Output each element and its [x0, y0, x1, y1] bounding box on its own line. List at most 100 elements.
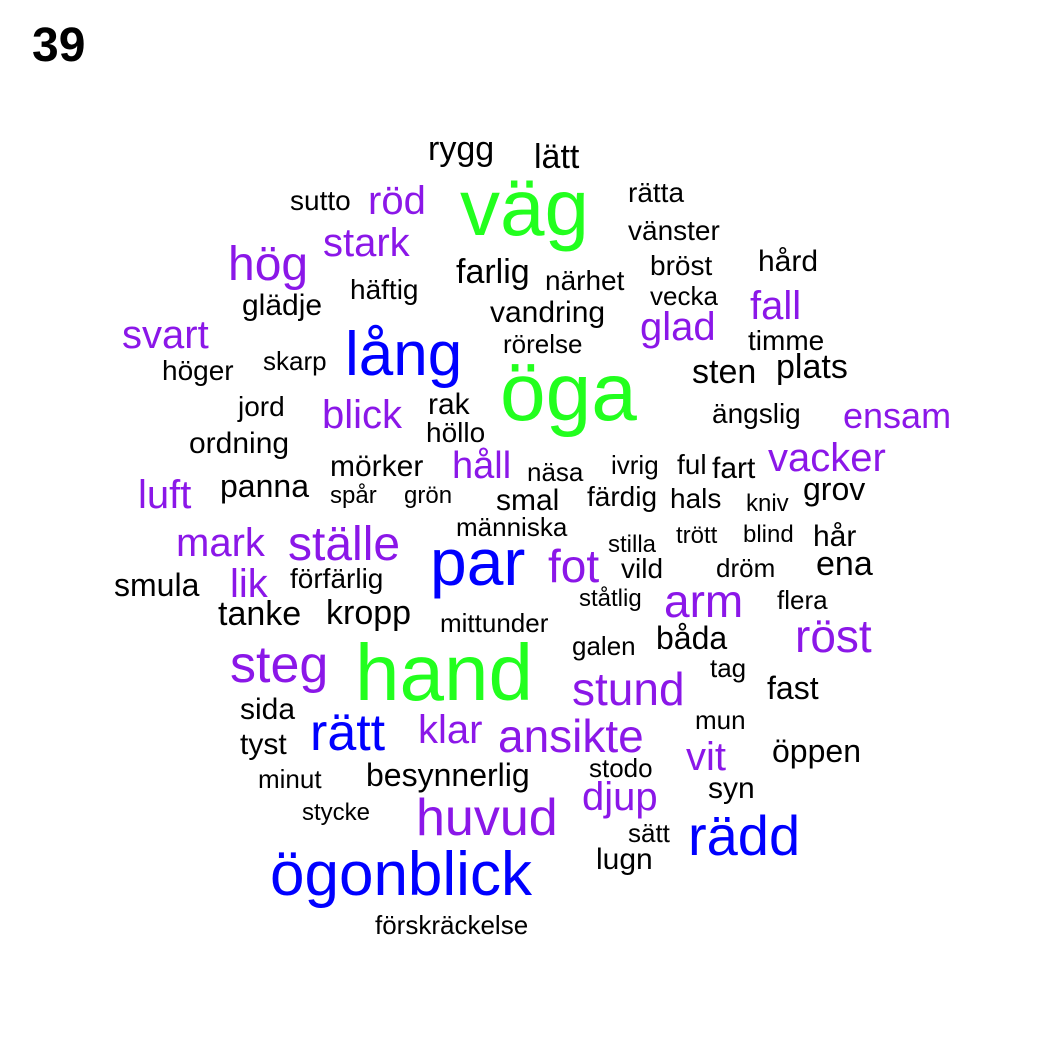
cloud-word: rörelse: [503, 329, 582, 359]
cloud-word: glädje: [242, 289, 322, 322]
cloud-word: håll: [452, 445, 511, 487]
cloud-word: sätt: [628, 818, 671, 848]
cloud-word: mark: [176, 521, 266, 565]
cloud-word: röst: [795, 610, 872, 662]
cloud-word: skarp: [263, 346, 327, 376]
cloud-word: hals: [670, 483, 721, 514]
cloud-word: lugn: [596, 843, 653, 876]
cloud-word: ansikte: [498, 710, 644, 762]
cloud-word: häftig: [350, 274, 419, 305]
cloud-word: glad: [640, 305, 716, 349]
cloud-word: rätt: [310, 704, 386, 762]
cloud-word: vänster: [628, 215, 720, 246]
cloud-word: vecka: [650, 281, 718, 311]
cloud-word: tag: [710, 653, 746, 683]
cloud-word: par: [430, 525, 525, 599]
cloud-word: fart: [712, 452, 756, 485]
cloud-word: höllo: [426, 417, 485, 448]
cloud-word: tyst: [240, 728, 287, 761]
cloud-word: stycke: [302, 799, 370, 826]
cloud-word: ögonblick: [270, 840, 533, 909]
cloud-word: hög: [228, 238, 308, 291]
cloud-word: kniv: [746, 490, 789, 517]
cloud-word: rygg: [428, 130, 494, 168]
cloud-word: trött: [676, 522, 718, 549]
cloud-word: smal: [496, 484, 559, 517]
cloud-word: syn: [708, 772, 755, 805]
cloud-word: fast: [767, 670, 819, 706]
cloud-word: vit: [686, 735, 726, 779]
cloud-word: spår: [330, 482, 377, 509]
cloud-word: klar: [418, 708, 482, 752]
cloud-word: näsa: [527, 457, 584, 487]
cloud-word: ena: [816, 545, 873, 583]
cloud-word: rätta: [628, 177, 684, 208]
cloud-word: sutto: [290, 185, 351, 216]
cloud-word: flera: [777, 585, 828, 615]
cloud-word: lång: [345, 320, 462, 389]
cloud-word: arm: [664, 575, 743, 627]
cloud-word: mittunder: [440, 608, 549, 638]
cloud-word: luft: [138, 473, 191, 517]
cloud-word: ful: [677, 449, 707, 480]
cloud-word: vandring: [490, 296, 605, 329]
cloud-word: stark: [323, 221, 411, 265]
cloud-word: svart: [122, 313, 209, 357]
cloud-word: hand: [355, 628, 533, 717]
cloud-word: grön: [404, 482, 452, 509]
cloud-word: bröst: [650, 250, 712, 281]
cloud-word: blick: [322, 393, 403, 437]
cloud-word: smula: [114, 567, 200, 603]
cloud-word: mun: [695, 705, 746, 735]
cloud-word: öppen: [772, 733, 861, 769]
cloud-word: ängslig: [712, 398, 801, 429]
page-number: 39: [32, 19, 86, 72]
cloud-word: människa: [456, 512, 568, 542]
cloud-word: panna: [220, 468, 309, 504]
cloud-word: mörker: [330, 450, 423, 483]
cloud-word: farlig: [456, 253, 530, 291]
cloud-word: rak: [428, 388, 471, 421]
cloud-word: fot: [548, 540, 599, 592]
cloud-word: båda: [656, 620, 727, 656]
cloud-word: rädd: [688, 804, 800, 867]
cloud-word: förskräckelse: [375, 910, 528, 940]
cloud-word: hår: [813, 520, 856, 553]
cloud-word: öga: [500, 347, 637, 438]
cloud-word: ställe: [288, 518, 400, 571]
cloud-word: ivrig: [611, 450, 659, 480]
cloud-word: steg: [230, 636, 328, 694]
cloud-word: ordning: [189, 427, 289, 460]
cloud-word: kropp: [326, 594, 411, 632]
cloud-word: förfärlig: [290, 563, 383, 594]
cloud-word: djup: [582, 775, 658, 819]
cloud-word: blind: [743, 521, 794, 548]
cloud-word: grov: [803, 471, 865, 507]
cloud-word: stodo: [589, 753, 653, 783]
cloud-word: lätt: [534, 138, 580, 176]
cloud-word: galen: [572, 631, 636, 661]
cloud-word: fall: [750, 284, 801, 328]
cloud-word: besynnerlig: [366, 757, 530, 793]
cloud-word: tanke: [218, 595, 301, 633]
cloud-word: lik: [230, 562, 269, 606]
cloud-word: jord: [237, 391, 285, 422]
cloud-word: röd: [368, 179, 426, 223]
cloud-word: stilla: [608, 531, 657, 558]
cloud-word: plats: [776, 348, 848, 386]
cloud-word: dröm: [716, 553, 775, 583]
cloud-word: timme: [748, 325, 824, 356]
cloud-word: sten: [692, 353, 756, 391]
cloud-word: höger: [162, 355, 234, 386]
cloud-word: ensam: [843, 395, 951, 436]
cloud-word: färdig: [587, 481, 657, 512]
cloud-word: minut: [258, 764, 322, 794]
cloud-word: väg: [460, 163, 589, 252]
cloud-word: huvud: [416, 789, 558, 847]
cloud-word: hård: [758, 245, 818, 278]
cloud-word: vild: [621, 553, 663, 584]
cloud-word: vacker: [768, 436, 886, 480]
cloud-word: närhet: [545, 265, 625, 296]
cloud-word: sida: [240, 693, 295, 726]
